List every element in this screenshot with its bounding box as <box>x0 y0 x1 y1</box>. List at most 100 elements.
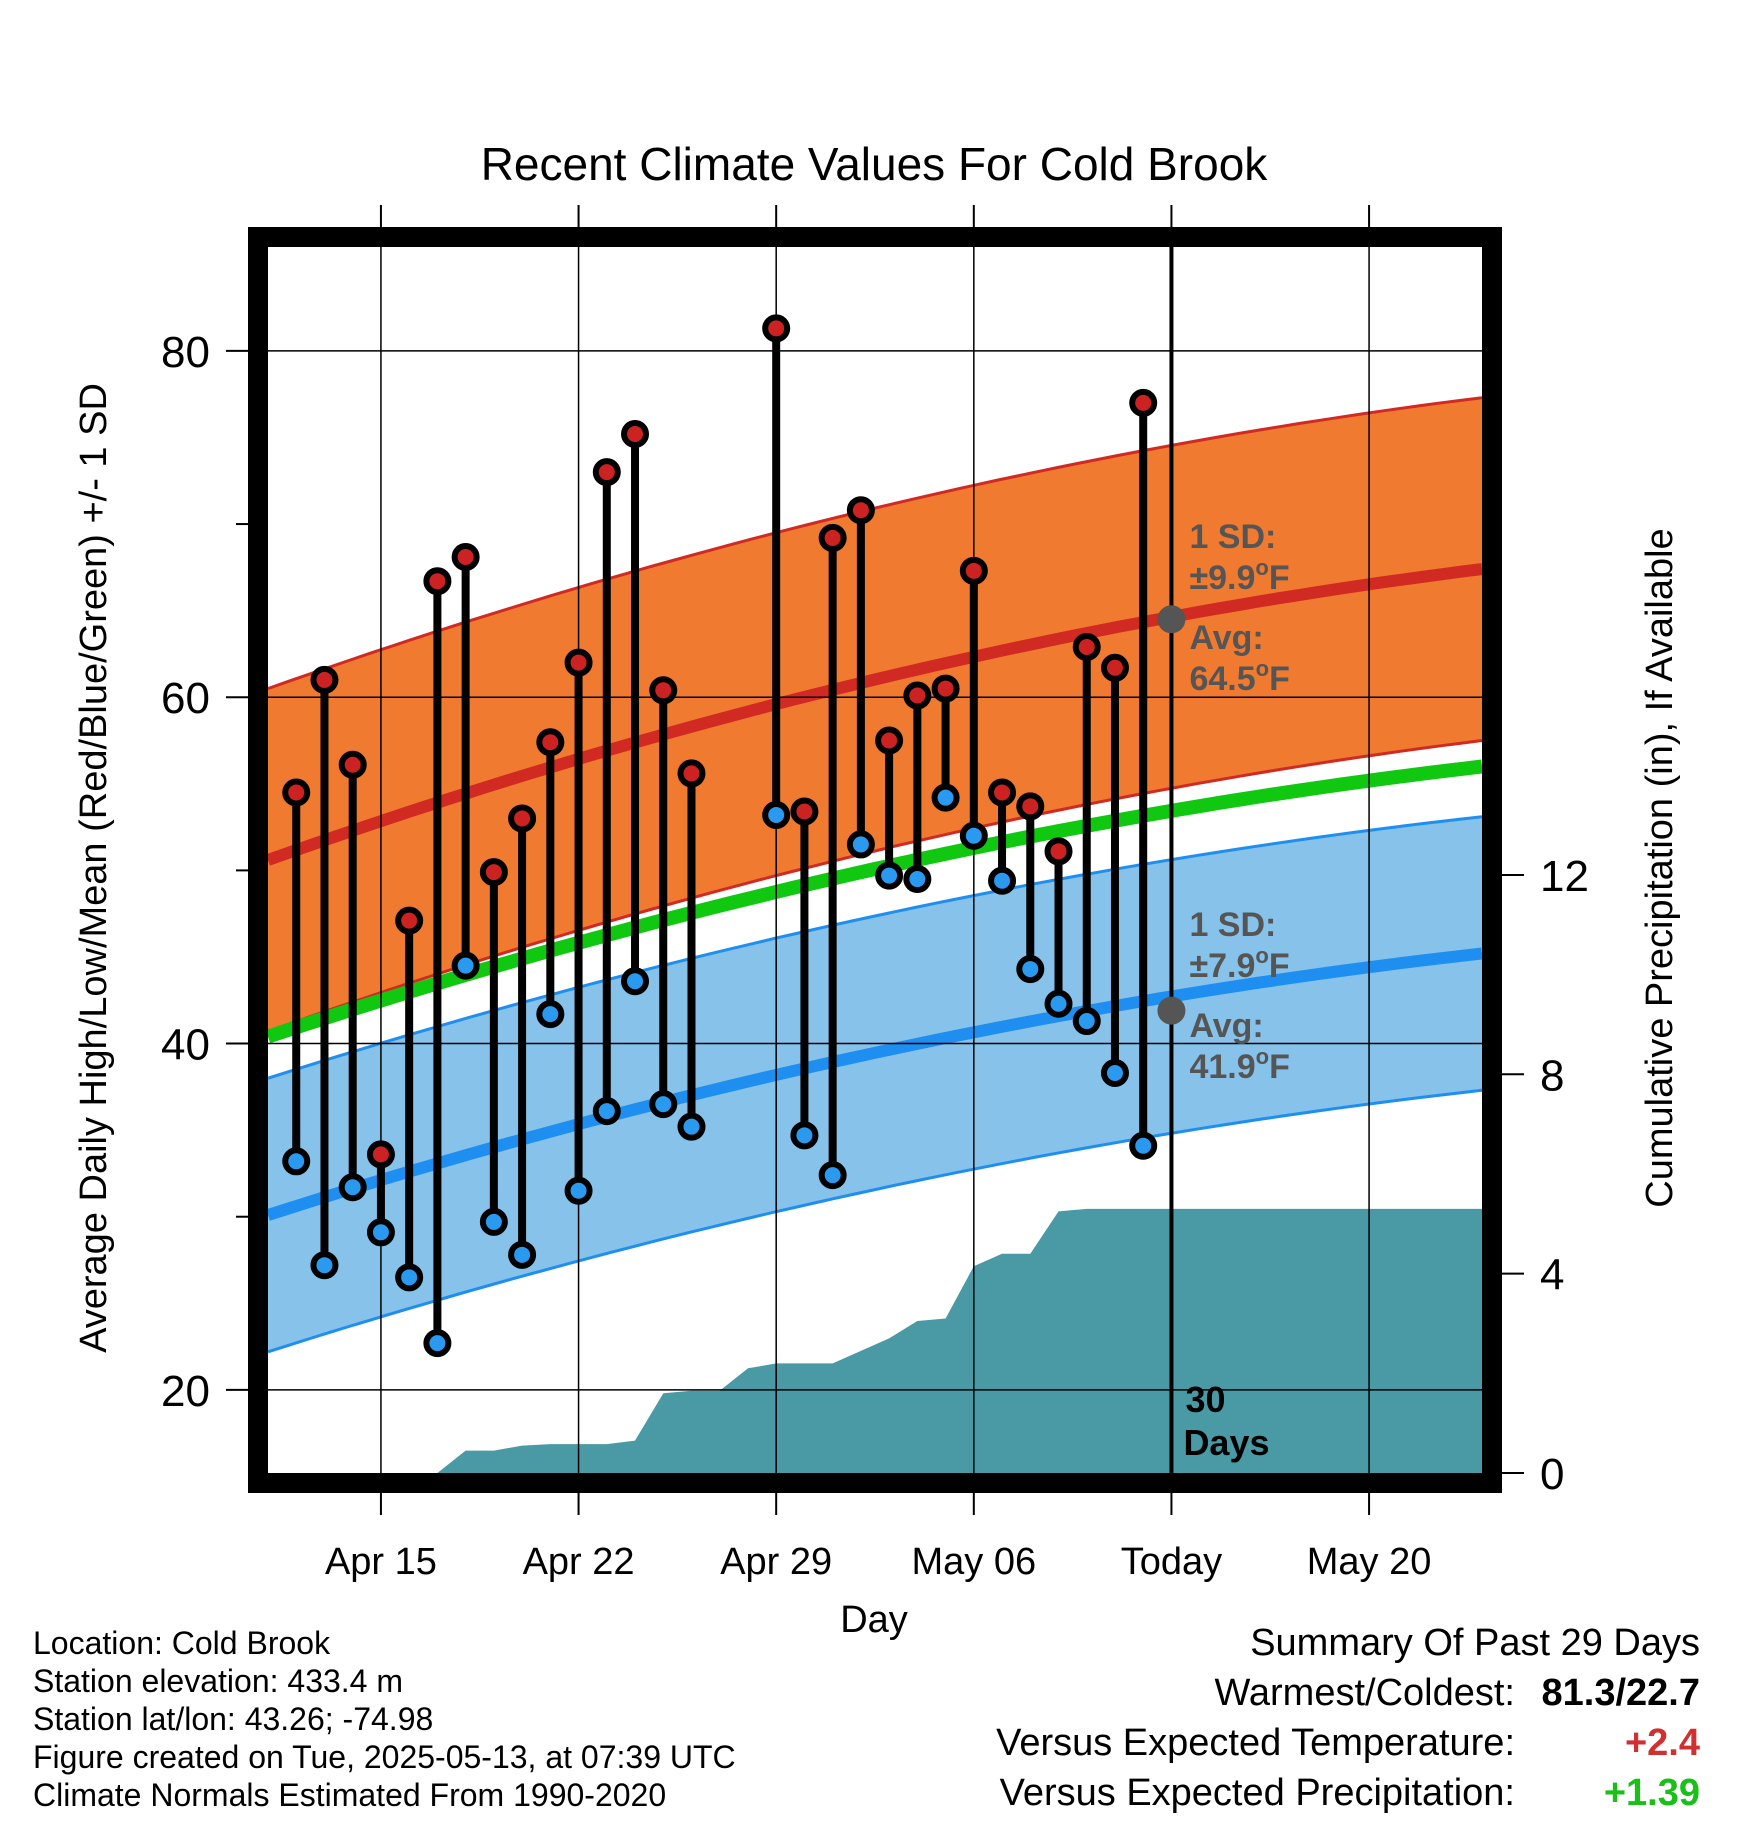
obs-high-point <box>366 1140 395 1169</box>
summary-precip-row: Versus Expected Precipitation: +1.39 <box>1000 1772 1700 1815</box>
obs-high-point <box>310 665 339 694</box>
obs-low-point <box>931 783 960 812</box>
obs-low-point <box>508 1240 537 1269</box>
x-tick-label: Today <box>1121 1541 1222 1583</box>
x-tick-label: Apr 22 <box>523 1541 635 1583</box>
high-avg-unit: F <box>1269 660 1290 698</box>
summary-temp-value: +2.4 <box>1624 1722 1700 1764</box>
high-avg-marker <box>1157 605 1186 634</box>
obs-low-point <box>282 1147 311 1176</box>
low-sd-value: ±7.9oF <box>1189 943 1289 985</box>
obs-low-point <box>592 1097 621 1126</box>
low-avg-unit: F <box>1269 1048 1290 1086</box>
low-avg-value: 41.9oF <box>1189 1044 1289 1086</box>
chart-title: Recent Climate Values For Cold Brook <box>481 138 1269 190</box>
y-tick-label: 20 <box>161 1367 210 1416</box>
y-tick-label: 60 <box>161 674 210 723</box>
obs-high-point <box>338 750 367 779</box>
y2-tick-label: 0 <box>1540 1450 1564 1499</box>
plot-frame <box>248 227 1502 1493</box>
y2-tick-label: 8 <box>1540 1051 1564 1100</box>
obs-high-point <box>621 420 650 449</box>
obs-low-point <box>846 830 875 859</box>
obs-low-point <box>677 1112 706 1141</box>
obs-low-point <box>536 1000 565 1029</box>
high-sd-label: 1 SD: <box>1189 518 1276 556</box>
summary-precip-value: +1.39 <box>1603 1772 1700 1814</box>
footer-created: Figure created on Tue, 2025-05-13, at 07… <box>33 1739 736 1775</box>
obs-high-point <box>1129 388 1158 417</box>
summary-precip-label: Versus Expected Precipitation: <box>999 1772 1515 1814</box>
low-sd-unit: F <box>1269 947 1290 985</box>
footer-info: Location: Cold Brook Station elevation: … <box>33 1624 736 1814</box>
obs-high-point <box>1016 792 1045 821</box>
obs-low-point <box>310 1251 339 1280</box>
obs-low-point <box>875 861 904 890</box>
obs-high-point <box>677 759 706 788</box>
x-axis-label: Day <box>840 1599 908 1641</box>
high-sd-value: ±9.9oF <box>1189 555 1289 597</box>
obs-low-point <box>479 1207 508 1236</box>
summary-temp-row: Versus Expected Temperature: +2.4 <box>996 1722 1700 1765</box>
days-label-word: Days <box>1183 1422 1269 1463</box>
obs-low-point <box>395 1263 424 1292</box>
y2-axis-label: Cumulative Precipitation (in), If Availa… <box>1639 528 1681 1207</box>
obs-high-point <box>282 778 311 807</box>
high-sd-band-upper-edge <box>268 396 1482 691</box>
obs-low-point <box>1044 989 1073 1018</box>
obs-high-point <box>423 567 452 596</box>
obs-low-point <box>1072 1007 1101 1036</box>
low-sd-label: 1 SD: <box>1189 906 1276 944</box>
obs-high-point <box>988 778 1017 807</box>
obs-low-point <box>338 1173 367 1202</box>
x-tick-label: Apr 15 <box>325 1541 437 1583</box>
low-sd-band <box>268 816 1482 1352</box>
footer-location: Location: Cold Brook <box>33 1625 331 1661</box>
obs-low-point <box>1100 1058 1129 1087</box>
summary-temp-label: Versus Expected Temperature: <box>996 1722 1515 1764</box>
obs-low-point <box>959 821 988 850</box>
obs-high-point <box>1072 633 1101 662</box>
obs-high-point <box>846 496 875 525</box>
plot-inner <box>268 247 1482 1473</box>
x-tick-label: May 20 <box>1307 1541 1432 1583</box>
x-tick-label: May 06 <box>912 1541 1037 1583</box>
low-avg-marker <box>1157 996 1186 1025</box>
low-sd-band-upper-edge <box>268 815 1482 1080</box>
obs-high-point <box>959 556 988 585</box>
obs-high-point <box>1044 837 1073 866</box>
obs-high-point <box>790 797 819 826</box>
obs-low-point <box>564 1176 593 1205</box>
obs-low-point <box>1129 1131 1158 1160</box>
footer-latlon: Station lat/lon: 43.26; -74.98 <box>33 1701 434 1737</box>
footer-normals: Climate Normals Estimated From 1990-2020 <box>33 1777 667 1813</box>
high-sd-unit: F <box>1269 559 1290 597</box>
obs-low-point <box>621 967 650 996</box>
high-sd-degree: o <box>1255 555 1268 580</box>
low-avg-degree: o <box>1256 1044 1269 1069</box>
summary-warmest-label: Warmest/Coldest: <box>1214 1672 1515 1714</box>
x-tick-label: Apr 29 <box>720 1541 832 1583</box>
high-avg-value: 64.5oF <box>1189 656 1289 698</box>
days-label-number: 30 <box>1185 1379 1225 1420</box>
obs-high-point <box>903 681 932 710</box>
obs-high-point <box>536 728 565 757</box>
obs-low-point <box>818 1161 847 1190</box>
obs-high-point <box>1100 653 1129 682</box>
high-normal-line <box>268 563 1482 866</box>
summary-title: Summary Of Past 29 Days <box>1250 1622 1700 1664</box>
y-axis-label: Average Daily High/Low/Mean (Red/Blue/Gr… <box>73 383 115 1353</box>
obs-high-point <box>931 674 960 703</box>
obs-high-point <box>818 523 847 552</box>
high-avg-label: Avg: <box>1189 619 1263 657</box>
low-sd-degree: o <box>1255 943 1268 968</box>
footer-elevation: Station elevation: 433.4 m <box>33 1663 404 1699</box>
obs-low-point <box>762 800 791 829</box>
obs-high-point <box>395 906 424 935</box>
y-tick-label: 80 <box>161 328 210 377</box>
summary-warmest-value: 81.3/22.7 <box>1541 1672 1700 1714</box>
y2-tick-label: 4 <box>1540 1251 1564 1300</box>
low-sd-band-lower-edge <box>268 1088 1482 1354</box>
precip-area <box>268 1208 1482 1473</box>
